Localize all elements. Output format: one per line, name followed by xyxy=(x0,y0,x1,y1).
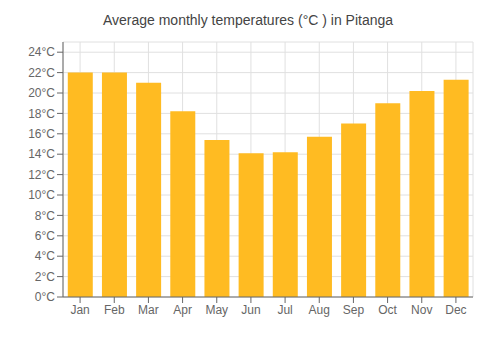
svg-text:4°C: 4°C xyxy=(35,249,55,263)
svg-text:20°C: 20°C xyxy=(28,86,55,100)
svg-text:10°C: 10°C xyxy=(28,188,55,202)
svg-text:2°C: 2°C xyxy=(35,270,55,284)
svg-text:Feb: Feb xyxy=(104,303,125,317)
svg-text:Nov: Nov xyxy=(411,303,432,317)
svg-text:0°C: 0°C xyxy=(35,290,55,304)
svg-text:14°C: 14°C xyxy=(28,147,55,161)
svg-text:May: May xyxy=(205,303,228,317)
svg-text:Jan: Jan xyxy=(70,303,89,317)
html-text:Average monthly temperatures (: Average monthly temperatures (°C ) in Pi… xyxy=(102,12,394,28)
svg-text:Mar: Mar xyxy=(138,303,159,317)
svg-text:18°C: 18°C xyxy=(28,107,55,121)
svg-text:Dec: Dec xyxy=(445,303,466,317)
svg-text:Apr: Apr xyxy=(173,303,192,317)
svg-text:22°C: 22°C xyxy=(28,66,55,80)
svg-text:12°C: 12°C xyxy=(28,168,55,182)
svg-text:Oct: Oct xyxy=(378,303,397,317)
svg-text:24°C: 24°C xyxy=(28,45,55,59)
svg-text:Sep: Sep xyxy=(343,303,365,317)
svg-text:16°C: 16°C xyxy=(28,127,55,141)
svg-text:Aug: Aug xyxy=(309,303,330,317)
svg-text:Jul: Jul xyxy=(277,303,292,317)
svg-text:Jun: Jun xyxy=(241,303,260,317)
svg-text:6°C: 6°C xyxy=(35,229,55,243)
svg-text:8°C: 8°C xyxy=(35,209,55,223)
